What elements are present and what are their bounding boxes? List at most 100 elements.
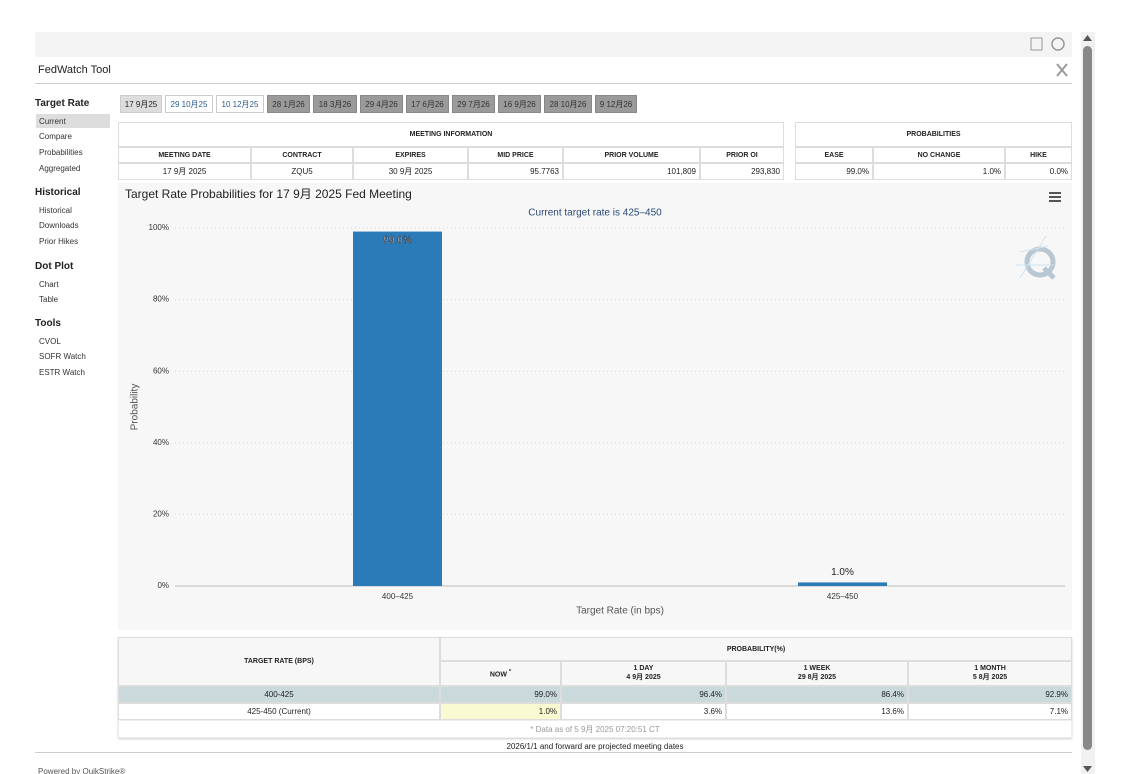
column-title: NOW * [489,668,512,679]
sidebar-item[interactable]: Prior Hikes [39,236,79,246]
column-note: * [508,668,512,675]
table-cell: 1.0% [873,163,1005,180]
y-tick-label: 60% [153,366,169,375]
x-tick-label: 425–450 [827,592,859,601]
column-header: 1 WEEK 29 8月 2025 [726,661,908,686]
table-title: MEETING INFORMATION [118,122,784,147]
column-title: 1 MONTH [974,665,1006,672]
table-cell: 96.4% [561,686,726,703]
sidebar-item[interactable]: CVOL [39,336,61,346]
sidebar-item[interactable]: Table [39,295,59,305]
table-cell: 86.4% [726,686,908,703]
column-header: PROBABILITY(%) [440,637,1072,661]
column-date: 5 8月 2025 [972,674,1008,681]
column-date: 4 9月 2025 [626,674,661,681]
column-header: 1 MONTH 5 8月 2025 [908,661,1072,686]
table-cell: 3.6% [561,703,726,720]
column-header: 1 DAY 4 9月 2025 [561,661,726,686]
bar [798,582,887,586]
column-header: PRIOR VOLUME [563,147,700,163]
table-cell: 1.0% [440,703,561,720]
sidebar-heading: Target Rate [35,97,90,109]
chart-menu[interactable] [1049,192,1061,202]
y-tick-label: 100% [149,223,169,232]
chart-title: Target Rate Probabilities for 17 9月 2025… [125,187,412,201]
footer-rule [35,752,1072,753]
sidebar-item[interactable]: Probabilities [39,147,83,157]
column-header: EXPIRES [353,147,468,163]
chart-background [118,183,1072,630]
meeting-tab[interactable]: 17 6月26 [406,95,449,113]
table-cell: 13.6% [726,703,908,720]
data-label: 1.0% [831,567,854,578]
x-tick-label: 400–425 [382,592,414,601]
column-header: EASE [795,147,873,163]
y-tick-label: 20% [153,510,169,519]
column-title: 1 WEEK [803,665,831,672]
table-cell: 95.7763 [468,163,563,180]
top-bar [35,32,1072,57]
meeting-tab[interactable]: 28 10月26 [544,95,592,113]
title-rule [35,83,1072,84]
table-cell: 101,809 [563,163,700,180]
column-header: MEETING DATE [118,147,251,163]
table-cell: ZQU5 [251,163,353,180]
watermark [1024,246,1056,278]
table-cell: 293,830 [700,163,784,180]
sidebar-item[interactable]: SOFR Watch [39,352,86,362]
row-label: 425-450 (Current) [118,703,440,720]
table-cell: 0.0% [1005,163,1072,180]
scroll-up[interactable] [1083,35,1092,41]
column-title: 1 DAY [633,665,654,672]
row-label: 400-425 [118,686,440,703]
sidebar-item[interactable]: Downloads [39,221,79,231]
column-header: TARGET RATE (BPS) [118,637,440,686]
meeting-tab[interactable]: 17 9月25 [120,95,162,113]
sidebar-item[interactable]: Aggregated [39,163,81,173]
table-cell: 92.9% [908,686,1072,703]
sidebar-heading: Tools [35,317,61,329]
sidebar-heading: Historical [35,186,81,198]
footnote: * Data as of 5 9月 2025 07:20:51 CT [118,720,1072,738]
meeting-tab[interactable]: 18 3月26 [313,95,357,113]
projection-note: 2026/1/1 and forward are projected meeti… [506,741,684,751]
y-tick-label: 80% [153,295,169,304]
scrollbar-thumb[interactable] [1083,46,1092,750]
watermark [1016,235,1054,279]
footer-credit: Powered by QuikStrike® [38,766,126,774]
table-cell: 17 9月 2025 [118,163,251,180]
refresh-icon[interactable] [1051,37,1065,51]
column-header: NOW * [440,661,561,686]
column-date: 29 8月 2025 [797,674,837,681]
table-cell: 7.1% [908,703,1072,720]
sidebar-item[interactable]: Compare [39,132,72,142]
sidebar-item[interactable]: Historical [39,205,72,215]
column-header: HIKE [1005,147,1072,163]
meeting-tab[interactable]: 10 12月25 [216,95,264,113]
sidebar-heading: Dot Plot [35,260,74,272]
sidebar-item[interactable]: Current [36,114,110,128]
app-title: FedWatch Tool [38,64,111,76]
scroll-down[interactable] [1083,766,1092,772]
table-cell: 30 9月 2025 [353,163,468,180]
export-icon[interactable] [1030,37,1043,51]
bar [353,231,442,586]
column-header: MID PRICE [468,147,563,163]
column-header: PRIOR OI [700,147,784,163]
x-icon[interactable] [1056,63,1068,77]
sidebar-item[interactable]: Chart [39,279,59,289]
sidebar-item[interactable]: ESTR Watch [39,367,85,377]
meeting-tab[interactable]: 16 9月26 [498,95,541,113]
meeting-tab[interactable]: 29 7月26 [452,95,495,113]
table-title: PROBABILITIES [795,122,1072,147]
meeting-tab[interactable]: 29 4月26 [360,95,403,113]
watermark [1042,266,1056,280]
meeting-tab[interactable]: 29 10月25 [165,95,213,113]
meeting-tab[interactable]: 9 12月26 [595,95,637,113]
meeting-tab[interactable]: 28 1月26 [267,95,310,113]
column-header: NO CHANGE [873,147,1005,163]
column-header: CONTRACT [251,147,353,163]
y-axis-title: Probability [130,384,141,431]
